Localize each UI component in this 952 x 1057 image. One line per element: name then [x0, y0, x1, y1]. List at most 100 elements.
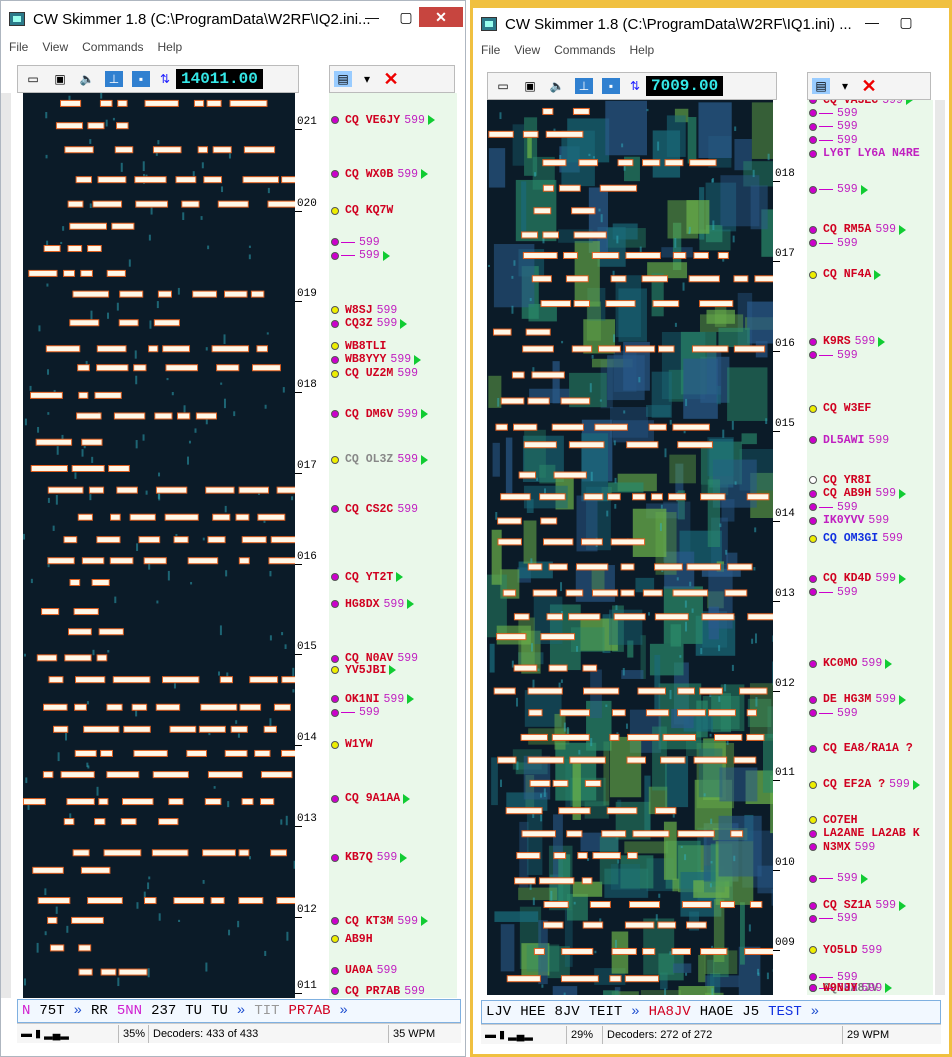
- spot-item[interactable]: W8SJ 599: [329, 303, 397, 317]
- spot-item[interactable]: WB8TLI: [329, 339, 386, 353]
- play-arrow-icon[interactable]: [421, 916, 429, 927]
- clear-icon[interactable]: ✕: [861, 76, 877, 96]
- spot-item[interactable]: CQ PR7AB 599: [329, 984, 425, 998]
- spot-item[interactable]: N3MX 599: [807, 840, 875, 854]
- play-arrow-icon[interactable]: [899, 694, 907, 705]
- spot-item[interactable]: 599: [807, 236, 858, 250]
- radio2-icon[interactable]: ▣: [524, 79, 536, 93]
- play-arrow-icon[interactable]: [403, 793, 411, 804]
- play-arrow-icon[interactable]: [407, 599, 415, 610]
- spot-item[interactable]: CQ YT2T: [329, 570, 404, 584]
- menu-help[interactable]: Help: [629, 43, 655, 57]
- spot-item[interactable]: W1YW: [329, 738, 373, 752]
- frequency-display[interactable]: 7009.00: [646, 76, 724, 96]
- spot-item[interactable]: CQ YR8I: [807, 473, 871, 487]
- frequency-display[interactable]: 14011.00: [176, 69, 263, 89]
- play-arrow-icon[interactable]: [400, 318, 408, 329]
- save-icon[interactable]: ▪: [132, 71, 150, 87]
- spot-item[interactable]: 599: [807, 585, 858, 599]
- spot-item[interactable]: LY6T LY6A N4RE: [807, 147, 920, 161]
- spot-item[interactable]: 599: [807, 912, 858, 926]
- radio2-icon[interactable]: ▣: [54, 72, 66, 86]
- maximize-icon[interactable]: ▢: [899, 14, 913, 30]
- menu-file[interactable]: File: [481, 43, 501, 57]
- spot-item[interactable]: KC0MO 599: [807, 657, 893, 671]
- spot-item[interactable]: CQ N0AV 599: [329, 652, 418, 666]
- spot-item[interactable]: 599: [807, 500, 858, 514]
- spot-item[interactable]: LA2ANE LA2AB K: [807, 827, 920, 841]
- play-arrow-icon[interactable]: [421, 409, 429, 420]
- updown-icon[interactable]: ⇅: [159, 72, 171, 86]
- play-arrow-icon[interactable]: [885, 658, 893, 669]
- title-bar[interactable]: CW Skimmer 1.8 (C:\ProgramData\W2RF\IQ2.…: [1, 1, 465, 37]
- spot-item[interactable]: 599: [329, 235, 380, 249]
- scrollbar[interactable]: [935, 100, 945, 995]
- play-arrow-icon[interactable]: [414, 354, 422, 365]
- speaker-icon[interactable]: 🔈: [549, 79, 565, 93]
- tune-icon[interactable]: ⊥: [575, 78, 593, 94]
- spot-item[interactable]: 599: [807, 120, 858, 134]
- spot-item[interactable]: CQ WX0B 599: [329, 167, 429, 181]
- spot-item[interactable]: CQ VE6JY 599: [329, 113, 435, 127]
- spot-item[interactable]: W9NJY 599: [807, 981, 893, 995]
- spot-item[interactable]: CQ KT3M 599: [329, 914, 429, 928]
- spot-item[interactable]: AB9H: [329, 932, 373, 946]
- spot-item[interactable]: 599: [329, 249, 390, 263]
- play-arrow-icon[interactable]: [905, 100, 913, 105]
- spot-item[interactable]: CQ NF4A: [807, 268, 882, 282]
- play-arrow-icon[interactable]: [389, 665, 397, 676]
- spot-item[interactable]: 599: [807, 872, 868, 886]
- spot-item[interactable]: CQ EF2A ? 599: [807, 778, 920, 792]
- spot-item[interactable]: YO5LD 599: [807, 943, 882, 957]
- tune-icon[interactable]: ⊥: [105, 71, 123, 87]
- play-arrow-icon[interactable]: [382, 250, 390, 261]
- updown-icon[interactable]: ⇅: [629, 79, 641, 93]
- play-arrow-icon[interactable]: [885, 983, 893, 993]
- spot-item[interactable]: CQ KQ7W: [329, 204, 393, 218]
- spot-item[interactable]: 599: [807, 133, 858, 147]
- spot-item[interactable]: 599: [807, 706, 858, 720]
- menu-commands[interactable]: Commands: [82, 40, 144, 54]
- spot-item[interactable]: OK1NI 599: [329, 692, 415, 706]
- spot-item[interactable]: CQ OL3Z 599: [329, 453, 429, 467]
- spot-item[interactable]: CQ RM5A 599: [807, 223, 907, 237]
- menu-help[interactable]: Help: [157, 40, 183, 54]
- play-arrow-icon[interactable]: [874, 269, 882, 280]
- spot-item[interactable]: 599: [807, 106, 858, 120]
- chevron-down-icon[interactable]: ▾: [841, 79, 849, 93]
- spot-item[interactable]: DL5AWI 599: [807, 433, 889, 447]
- spot-item[interactable]: KB7Q 599: [329, 851, 408, 865]
- menu-file[interactable]: File: [9, 40, 29, 54]
- play-arrow-icon[interactable]: [407, 694, 415, 705]
- clear-icon[interactable]: ✕: [383, 69, 399, 89]
- spot-item[interactable]: CQ VA3EC 599: [807, 100, 913, 107]
- title-bar[interactable]: CW Skimmer 1.8 (C:\ProgramData\W2RF\IQ1.…: [473, 8, 949, 40]
- maximize-icon[interactable]: ▢: [399, 9, 413, 25]
- spot-item[interactable]: CQ3Z 599: [329, 317, 408, 331]
- close-icon[interactable]: ✕: [419, 7, 463, 27]
- spot-item[interactable]: DE HG3M 599: [807, 693, 907, 707]
- play-arrow-icon[interactable]: [860, 873, 868, 884]
- radio-icon[interactable]: ▭: [27, 72, 39, 86]
- spot-item[interactable]: K9RS 599: [807, 335, 886, 349]
- spot-item[interactable]: CQ DM6V 599: [329, 407, 429, 421]
- play-arrow-icon[interactable]: [396, 572, 404, 583]
- play-arrow-icon[interactable]: [427, 115, 435, 126]
- spot-item[interactable]: CQ SZ1A 599: [807, 899, 907, 913]
- spot-item[interactable]: 599: [807, 348, 858, 362]
- spot-item[interactable]: 599: [807, 183, 868, 197]
- play-arrow-icon[interactable]: [899, 488, 907, 499]
- spot-item[interactable]: IK0YVV 599: [807, 514, 889, 528]
- play-arrow-icon[interactable]: [899, 224, 907, 235]
- play-arrow-icon[interactable]: [899, 573, 907, 584]
- spot-filter-icon[interactable]: ▤: [334, 71, 352, 87]
- play-arrow-icon[interactable]: [421, 454, 429, 465]
- chevron-down-icon[interactable]: ▾: [363, 72, 371, 86]
- spot-item[interactable]: CQ AB9H 599: [807, 487, 907, 501]
- play-arrow-icon[interactable]: [878, 336, 886, 347]
- spot-item[interactable]: WB8YYY 599: [329, 353, 422, 367]
- spot-item[interactable]: CQ CS2C 599: [329, 502, 418, 516]
- spot-item[interactable]: CQ KD4D 599: [807, 572, 907, 586]
- spot-item[interactable]: 599: [329, 706, 380, 720]
- minimize-icon[interactable]: —: [365, 9, 379, 25]
